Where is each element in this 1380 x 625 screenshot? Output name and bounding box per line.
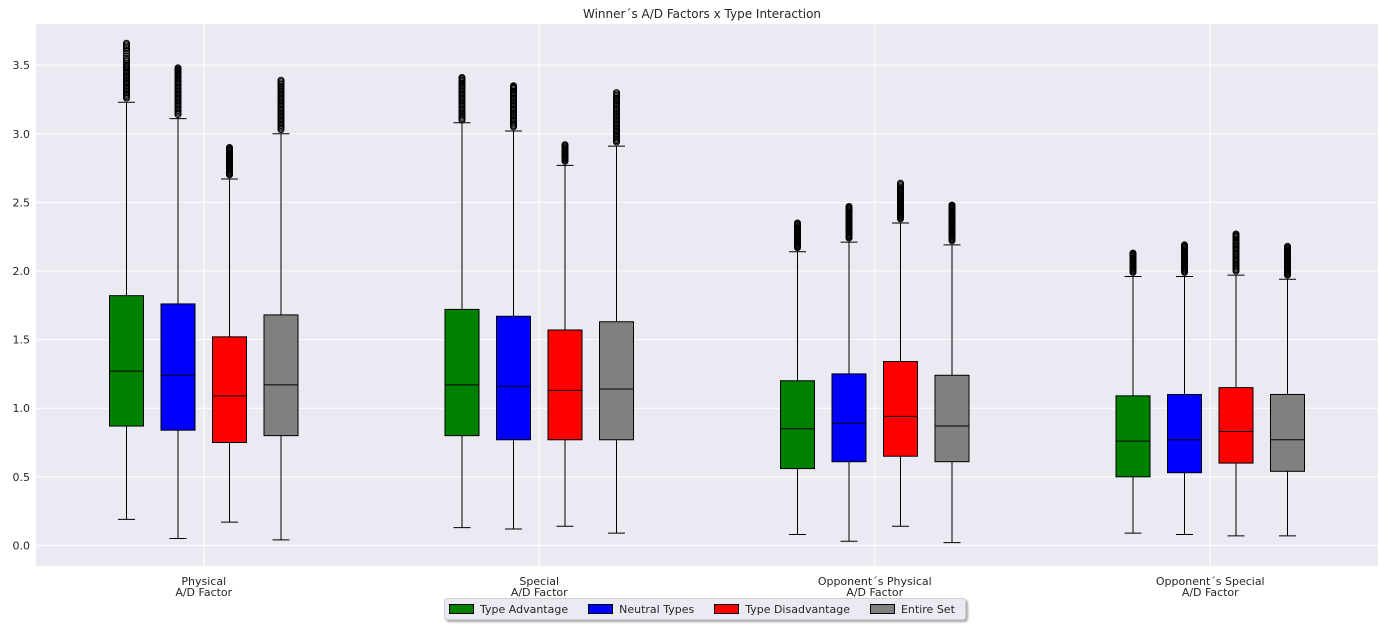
- grid: [36, 24, 1378, 566]
- x-category-label-line: Opponent´s Physical: [818, 575, 932, 588]
- box-body: [1218, 387, 1254, 464]
- legend-item: Neutral Types: [588, 603, 694, 616]
- outlier-point: [226, 143, 233, 151]
- legend-item: Type Disadvantage: [714, 603, 850, 616]
- box-3-2: [547, 141, 583, 527]
- legend-label: Neutral Types: [619, 602, 695, 616]
- outlier-point: [123, 47, 130, 55]
- outlier-point: [948, 201, 956, 209]
- legend-swatch: [449, 604, 474, 614]
- outlier-point: [561, 141, 569, 149]
- x-category-label-line: A/D Factor: [511, 586, 568, 599]
- box-3-1: [212, 143, 247, 523]
- legend-item: Type Advantage: [449, 603, 568, 616]
- plot-background: [36, 24, 1378, 566]
- box-2-2: [496, 82, 531, 530]
- box-4-3: [934, 201, 970, 544]
- box-1-4: [1115, 249, 1151, 534]
- box-2-4: [1167, 241, 1202, 535]
- box-body: [780, 380, 815, 470]
- box-4-1: [263, 76, 299, 541]
- y-tick-label: 0.5: [13, 471, 31, 484]
- outlier-point: [1284, 242, 1291, 250]
- outlier-point: [613, 89, 620, 97]
- legend-item: Entire Set: [869, 602, 955, 616]
- outlier-point: [897, 179, 904, 187]
- box-body: [1270, 393, 1305, 472]
- box-2-3: [831, 202, 867, 542]
- box-body: [883, 361, 918, 457]
- legend-swatch: [588, 604, 614, 614]
- box-body: [934, 374, 970, 463]
- outlier-point: [1181, 241, 1188, 249]
- box-body: [496, 315, 531, 441]
- box-body: [444, 308, 480, 437]
- box-1-1: [109, 39, 144, 520]
- outlier-point: [1129, 249, 1137, 257]
- legend-label: Entire Set: [900, 602, 955, 616]
- legend-label: Type Advantage: [480, 602, 569, 616]
- x-category-label-line: Physical: [181, 575, 226, 588]
- box-body: [212, 336, 247, 444]
- box-2-1: [160, 64, 196, 540]
- y-tick-label: 0.0: [13, 539, 31, 552]
- y-tick-label: 1.5: [13, 334, 31, 347]
- y-tick-label: 2.0: [13, 265, 31, 278]
- box-body: [831, 373, 867, 463]
- y-tick-label: 3.5: [13, 59, 31, 72]
- legend: Type Advantage Neutral Types Type Disadvan…: [444, 598, 966, 620]
- x-category-label: Physical A/D Factor: [175, 575, 232, 599]
- outlier-point: [123, 39, 130, 47]
- box-3-4: [1218, 230, 1254, 537]
- x-category-label-line: A/D Factor: [1182, 586, 1239, 599]
- chart-title: Winner´s A/D Factors x Type Interaction: [583, 7, 821, 21]
- box-body: [1167, 393, 1202, 474]
- box-body: [109, 295, 144, 427]
- x-category-label: Special A/D Factor: [511, 575, 568, 599]
- box-3-3: [883, 179, 918, 527]
- x-category-label-line: Special: [519, 575, 559, 588]
- x-category-label-line: Opponent´s Special: [1156, 575, 1265, 588]
- legend-swatch: [869, 604, 895, 614]
- box-1-3: [780, 219, 815, 535]
- box-body: [263, 314, 299, 437]
- x-category-label-line: A/D Factor: [175, 586, 232, 599]
- outlier-point: [794, 219, 801, 227]
- x-category-label: Opponent´s Physical A/D Factor: [818, 575, 932, 599]
- y-axis-ticks: 0.0 0.5 1.0 1.5 2.0 2.5 3.0 3.5: [13, 59, 31, 552]
- outlier-point: [277, 76, 285, 84]
- y-tick-label: 1.0: [13, 402, 31, 415]
- box-4-2: [599, 89, 634, 534]
- box-body: [599, 321, 634, 441]
- box-4-4: [1270, 242, 1305, 537]
- box-body: [1115, 395, 1151, 478]
- outlier-point: [123, 52, 130, 60]
- outlier-point: [458, 74, 466, 82]
- box-1-2: [444, 74, 480, 529]
- outlier-point: [510, 82, 517, 90]
- box-body: [547, 329, 583, 441]
- y-tick-label: 3.0: [13, 128, 31, 141]
- legend-swatch: [714, 604, 740, 614]
- outlier-point: [1232, 230, 1240, 238]
- x-category-label-line: A/D Factor: [846, 586, 903, 599]
- y-tick-label: 2.5: [13, 196, 31, 209]
- box-body: [160, 303, 196, 431]
- legend-label: Type Disadvantage: [745, 602, 850, 616]
- x-category-label: Opponent´s Special A/D Factor: [1156, 575, 1265, 599]
- outlier-point: [845, 202, 853, 210]
- box-plots: [109, 39, 1305, 544]
- outlier-point: [123, 54, 130, 62]
- outlier-point: [174, 64, 182, 72]
